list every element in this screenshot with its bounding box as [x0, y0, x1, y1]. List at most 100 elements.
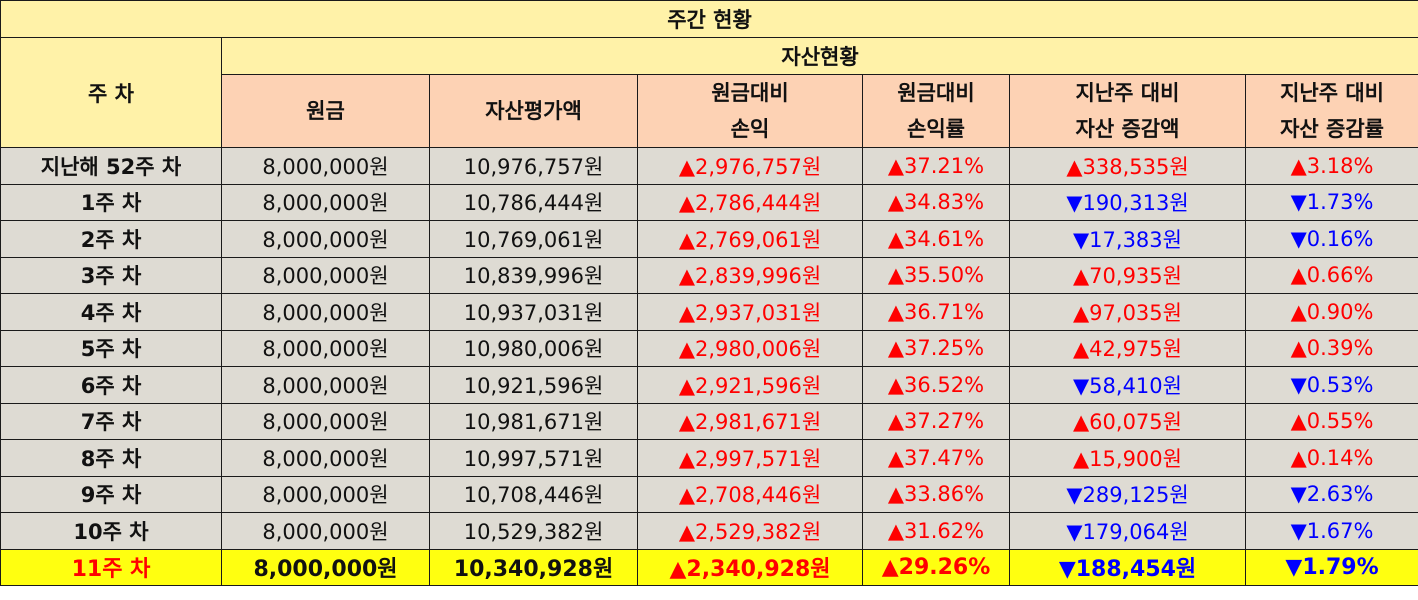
principal-cell[interactable]: 8,000,000원 [221, 147, 430, 185]
header-wow-rate[interactable]: 지난주 대비 자산 증감률 [1244, 74, 1418, 148]
week-cell[interactable]: 8주 차 [0, 439, 222, 477]
week-cell[interactable]: 6주 차 [0, 366, 222, 404]
pnl-rate-cell[interactable]: ▲34.83% [862, 183, 1010, 221]
principal-cell[interactable]: 8,000,000원 [221, 402, 430, 440]
week-cell[interactable]: 7주 차 [0, 402, 222, 440]
week-cell[interactable]: 1주 차 [0, 183, 222, 221]
principal-cell[interactable]: 8,000,000원 [221, 183, 430, 221]
pnl-rate-cell[interactable]: ▲29.26% [862, 548, 1010, 586]
pnl-rate-cell[interactable]: ▲36.71% [862, 293, 1010, 331]
wow-amount-cell[interactable]: ▲42,975원 [1009, 329, 1246, 367]
week-cell[interactable]: 5주 차 [0, 329, 222, 367]
valuation-cell[interactable]: 10,976,757원 [429, 147, 638, 185]
pnl-rate-cell[interactable]: ▲37.47% [862, 439, 1010, 477]
pnl-rate-cell[interactable]: ▲36.52% [862, 366, 1010, 404]
wow-rate-cell[interactable]: ▼0.16% [1244, 220, 1418, 258]
pnl-cell[interactable]: ▲2,529,382원 [637, 512, 863, 550]
pnl-cell[interactable]: ▲2,769,061원 [637, 220, 863, 258]
table-row: 1주 차 8,000,000원 10,786,444원 ▲2,786,444원 ▲34.… [0, 183, 1418, 221]
valuation-cell[interactable]: 10,839,996원 [429, 256, 638, 294]
pnl-rate-cell[interactable]: ▲33.86% [862, 475, 1010, 513]
valuation-cell[interactable]: 10,981,671원 [429, 402, 638, 440]
wow-amount-cell[interactable]: ▲70,935원 [1009, 256, 1246, 294]
valuation-cell[interactable]: 10,708,446원 [429, 475, 638, 513]
header-principal[interactable]: 원금 [221, 74, 430, 148]
valuation-cell[interactable]: 10,997,571원 [429, 439, 638, 477]
valuation-cell[interactable]: 10,980,006원 [429, 329, 638, 367]
week-cell[interactable]: 지난해 52주 차 [0, 147, 222, 185]
wow-amount-cell[interactable]: ▲338,535원 [1009, 147, 1246, 185]
wow-rate-cell[interactable]: ▼1.79% [1244, 548, 1418, 586]
principal-cell[interactable]: 8,000,000원 [221, 329, 430, 367]
wow-amount-cell[interactable]: ▼289,125원 [1009, 475, 1246, 513]
valuation-cell[interactable]: 10,921,596원 [429, 366, 638, 404]
wow-rate-cell[interactable]: ▲0.39% [1244, 329, 1418, 367]
table-row: 9주 차 8,000,000원 10,708,446원 ▲2,708,446원 ▲33.… [0, 475, 1418, 513]
wow-rate-cell[interactable]: ▲0.14% [1244, 439, 1418, 477]
wow-amount-cell[interactable]: ▼188,454원 [1009, 548, 1246, 586]
pnl-rate-cell[interactable]: ▲35.50% [862, 256, 1010, 294]
table-row: 지난해 52주 차 8,000,000원 10,976,757원 ▲2,976,757… [0, 147, 1418, 185]
weekly-status-table: 주간 현황 주 차 자산현황 원금 자산평가액 원금대비 손익 원금대비 손익률 지… [0, 0, 1418, 586]
wow-rate-cell[interactable]: ▼1.73% [1244, 183, 1418, 221]
pnl-cell[interactable]: ▲2,976,757원 [637, 147, 863, 185]
wow-rate-cell[interactable]: ▲0.90% [1244, 293, 1418, 331]
pnl-cell[interactable]: ▲2,981,671원 [637, 402, 863, 440]
principal-cell[interactable]: 8,000,000원 [221, 548, 430, 586]
pnl-rate-cell[interactable]: ▲31.62% [862, 512, 1010, 550]
header-valuation[interactable]: 자산평가액 [429, 74, 638, 148]
pnl-cell[interactable]: ▲2,839,996원 [637, 256, 863, 294]
pnl-cell[interactable]: ▲2,786,444원 [637, 183, 863, 221]
week-cell[interactable]: 9주 차 [0, 475, 222, 513]
wow-amount-cell[interactable]: ▼179,064원 [1009, 512, 1246, 550]
header-pnl-rate[interactable]: 원금대비 손익률 [862, 74, 1010, 148]
wow-rate-cell[interactable]: ▼2.63% [1244, 475, 1418, 513]
table-row: 8주 차 8,000,000원 10,997,571원 ▲2,997,571원 ▲37.… [0, 439, 1418, 477]
wow-amount-cell[interactable]: ▼17,383원 [1009, 220, 1246, 258]
header-wow-amount[interactable]: 지난주 대비 자산 증감액 [1009, 74, 1246, 148]
pnl-rate-cell[interactable]: ▲37.21% [862, 147, 1010, 185]
principal-cell[interactable]: 8,000,000원 [221, 256, 430, 294]
table-row-current-week: 11주 차 8,000,000원 10,340,928원 ▲2,340,928원 ▲29… [0, 548, 1418, 586]
week-cell[interactable]: 4주 차 [0, 293, 222, 331]
wow-rate-cell[interactable]: ▲3.18% [1244, 147, 1418, 185]
wow-rate-cell[interactable]: ▼0.53% [1244, 366, 1418, 404]
pnl-cell[interactable]: ▲2,980,006원 [637, 329, 863, 367]
principal-cell[interactable]: 8,000,000원 [221, 512, 430, 550]
valuation-cell[interactable]: 10,786,444원 [429, 183, 638, 221]
wow-amount-cell[interactable]: ▲97,035원 [1009, 293, 1246, 331]
table-title[interactable]: 주간 현황 [0, 0, 1418, 38]
wow-amount-cell[interactable]: ▼58,410원 [1009, 366, 1246, 404]
valuation-cell[interactable]: 10,937,031원 [429, 293, 638, 331]
principal-cell[interactable]: 8,000,000원 [221, 439, 430, 477]
pnl-rate-cell[interactable]: ▲37.27% [862, 402, 1010, 440]
principal-cell[interactable]: 8,000,000원 [221, 475, 430, 513]
pnl-cell[interactable]: ▲2,921,596원 [637, 366, 863, 404]
asset-status-header[interactable]: 자산현황 [220, 37, 1418, 75]
wow-amount-cell[interactable]: ▲60,075원 [1009, 402, 1246, 440]
wow-amount-cell[interactable]: ▲15,900원 [1009, 439, 1246, 477]
pnl-cell[interactable]: ▲2,997,571원 [637, 439, 863, 477]
valuation-cell[interactable]: 10,340,928원 [429, 548, 638, 586]
week-cell[interactable]: 10주 차 [0, 512, 222, 550]
pnl-cell[interactable]: ▲2,708,446원 [637, 475, 863, 513]
valuation-cell[interactable]: 10,769,061원 [429, 220, 638, 258]
header-pnl[interactable]: 원금대비 손익 [637, 74, 863, 148]
week-cell[interactable]: 3주 차 [0, 256, 222, 294]
week-cell[interactable]: 2주 차 [0, 220, 222, 258]
pnl-cell[interactable]: ▲2,937,031원 [637, 293, 863, 331]
week-column-header[interactable]: 주 차 [0, 37, 222, 148]
wow-rate-cell[interactable]: ▲0.66% [1244, 256, 1418, 294]
wow-amount-cell[interactable]: ▼190,313원 [1009, 183, 1246, 221]
principal-cell[interactable]: 8,000,000원 [221, 220, 430, 258]
week-cell[interactable]: 11주 차 [0, 548, 222, 586]
wow-rate-cell[interactable]: ▲0.55% [1244, 402, 1418, 440]
wow-rate-cell[interactable]: ▼1.67% [1244, 512, 1418, 550]
pnl-cell[interactable]: ▲2,340,928원 [637, 548, 863, 586]
pnl-rate-cell[interactable]: ▲34.61% [862, 220, 1010, 258]
table-row: 3주 차 8,000,000원 10,839,996원 ▲2,839,996원 ▲35.… [0, 256, 1418, 294]
pnl-rate-cell[interactable]: ▲37.25% [862, 329, 1010, 367]
valuation-cell[interactable]: 10,529,382원 [429, 512, 638, 550]
principal-cell[interactable]: 8,000,000원 [221, 366, 430, 404]
principal-cell[interactable]: 8,000,000원 [221, 293, 430, 331]
